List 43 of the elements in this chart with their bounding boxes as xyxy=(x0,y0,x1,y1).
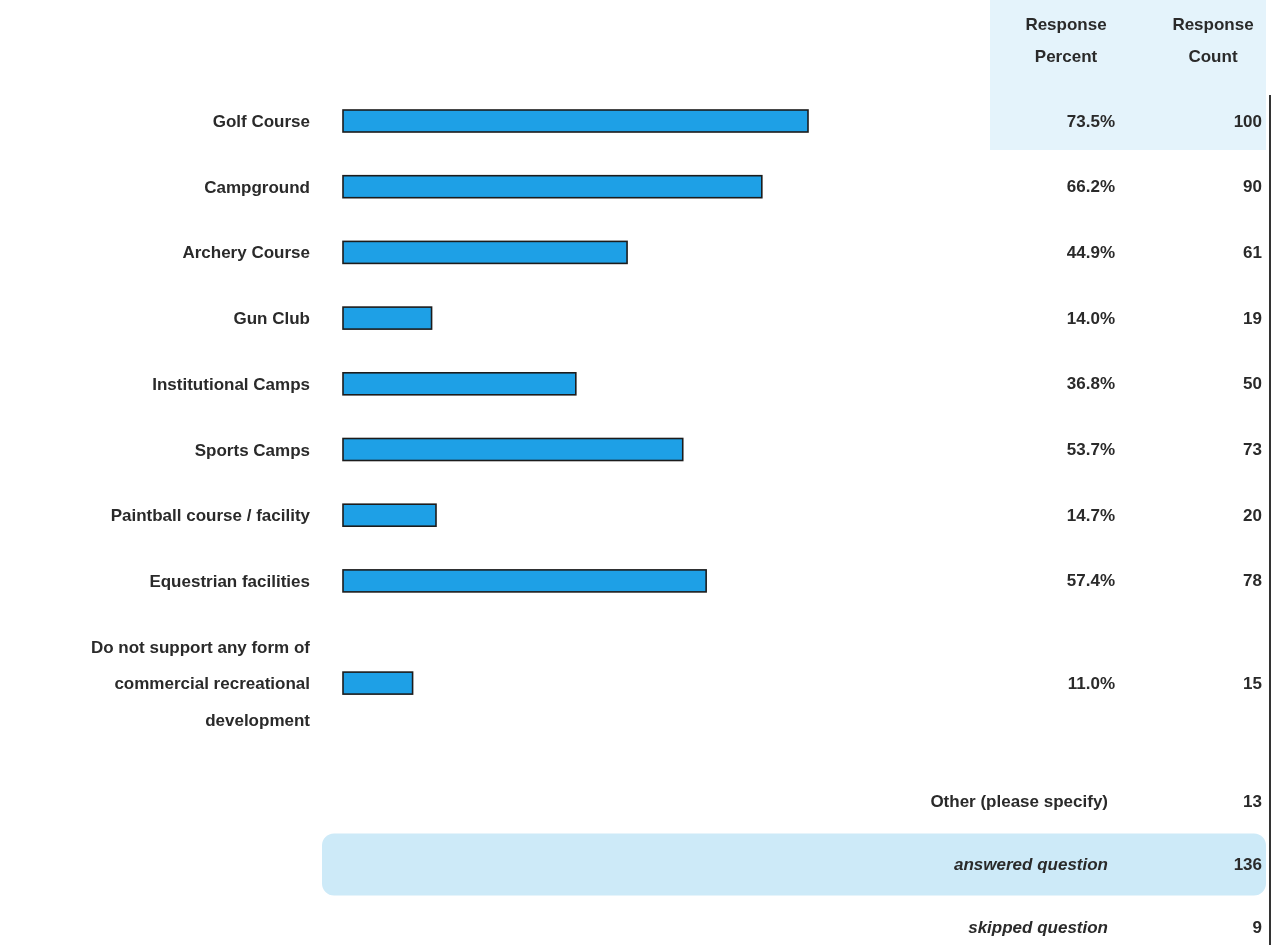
bar xyxy=(342,437,684,462)
bar xyxy=(342,240,628,265)
y-tick-label: Archery Course xyxy=(182,242,310,262)
y-tick-label: Campground xyxy=(204,177,310,197)
y-tick-label: Paintball course / facility xyxy=(110,505,311,525)
y-tick-label: Golf Course xyxy=(212,111,310,131)
bar xyxy=(342,372,577,396)
y-tick-label: Institutional Camps xyxy=(152,374,310,394)
text: 61 xyxy=(1243,242,1262,262)
text: Response Count xyxy=(1172,15,1254,66)
y-tick-label: Equestrian facilities xyxy=(149,571,310,591)
bar xyxy=(342,569,707,593)
text: 9 xyxy=(1252,917,1262,937)
text: 90 xyxy=(1243,177,1262,197)
text: 78 xyxy=(1243,571,1262,591)
data-label: 57.4% xyxy=(1066,571,1115,591)
data-label: 53.7% xyxy=(1066,440,1115,459)
data-label: 14.0% xyxy=(1066,308,1115,328)
text: skipped question xyxy=(968,917,1108,937)
data-label: 11.0% xyxy=(1067,673,1115,693)
text: answered question xyxy=(954,854,1108,874)
data-label: 66.2% xyxy=(1066,177,1115,197)
text: 19 xyxy=(1243,308,1262,328)
data-label: 44.9% xyxy=(1066,242,1115,262)
text: 50 xyxy=(1243,374,1262,394)
y-tick-label: Sports Camps xyxy=(194,440,310,459)
y-tick-label: Gun Club xyxy=(233,308,310,328)
text: 100 xyxy=(1233,111,1262,131)
text: 15 xyxy=(1243,673,1262,693)
text: 73 xyxy=(1243,440,1262,459)
data-label: 14.7% xyxy=(1066,505,1115,525)
text: 20 xyxy=(1243,505,1262,525)
y-tick-label: Do not support any form of commercial recreational development xyxy=(90,637,311,730)
text: 13 xyxy=(1243,791,1262,811)
bar xyxy=(342,109,809,133)
data-label: 36.8% xyxy=(1066,374,1115,394)
text: 136 xyxy=(1233,854,1262,874)
bar xyxy=(342,174,763,199)
text: Other (please specify) xyxy=(930,791,1108,811)
text: Response Percent xyxy=(1025,15,1107,66)
data-label: 73.5% xyxy=(1066,111,1115,131)
bar xyxy=(342,503,437,527)
bar xyxy=(342,306,433,330)
